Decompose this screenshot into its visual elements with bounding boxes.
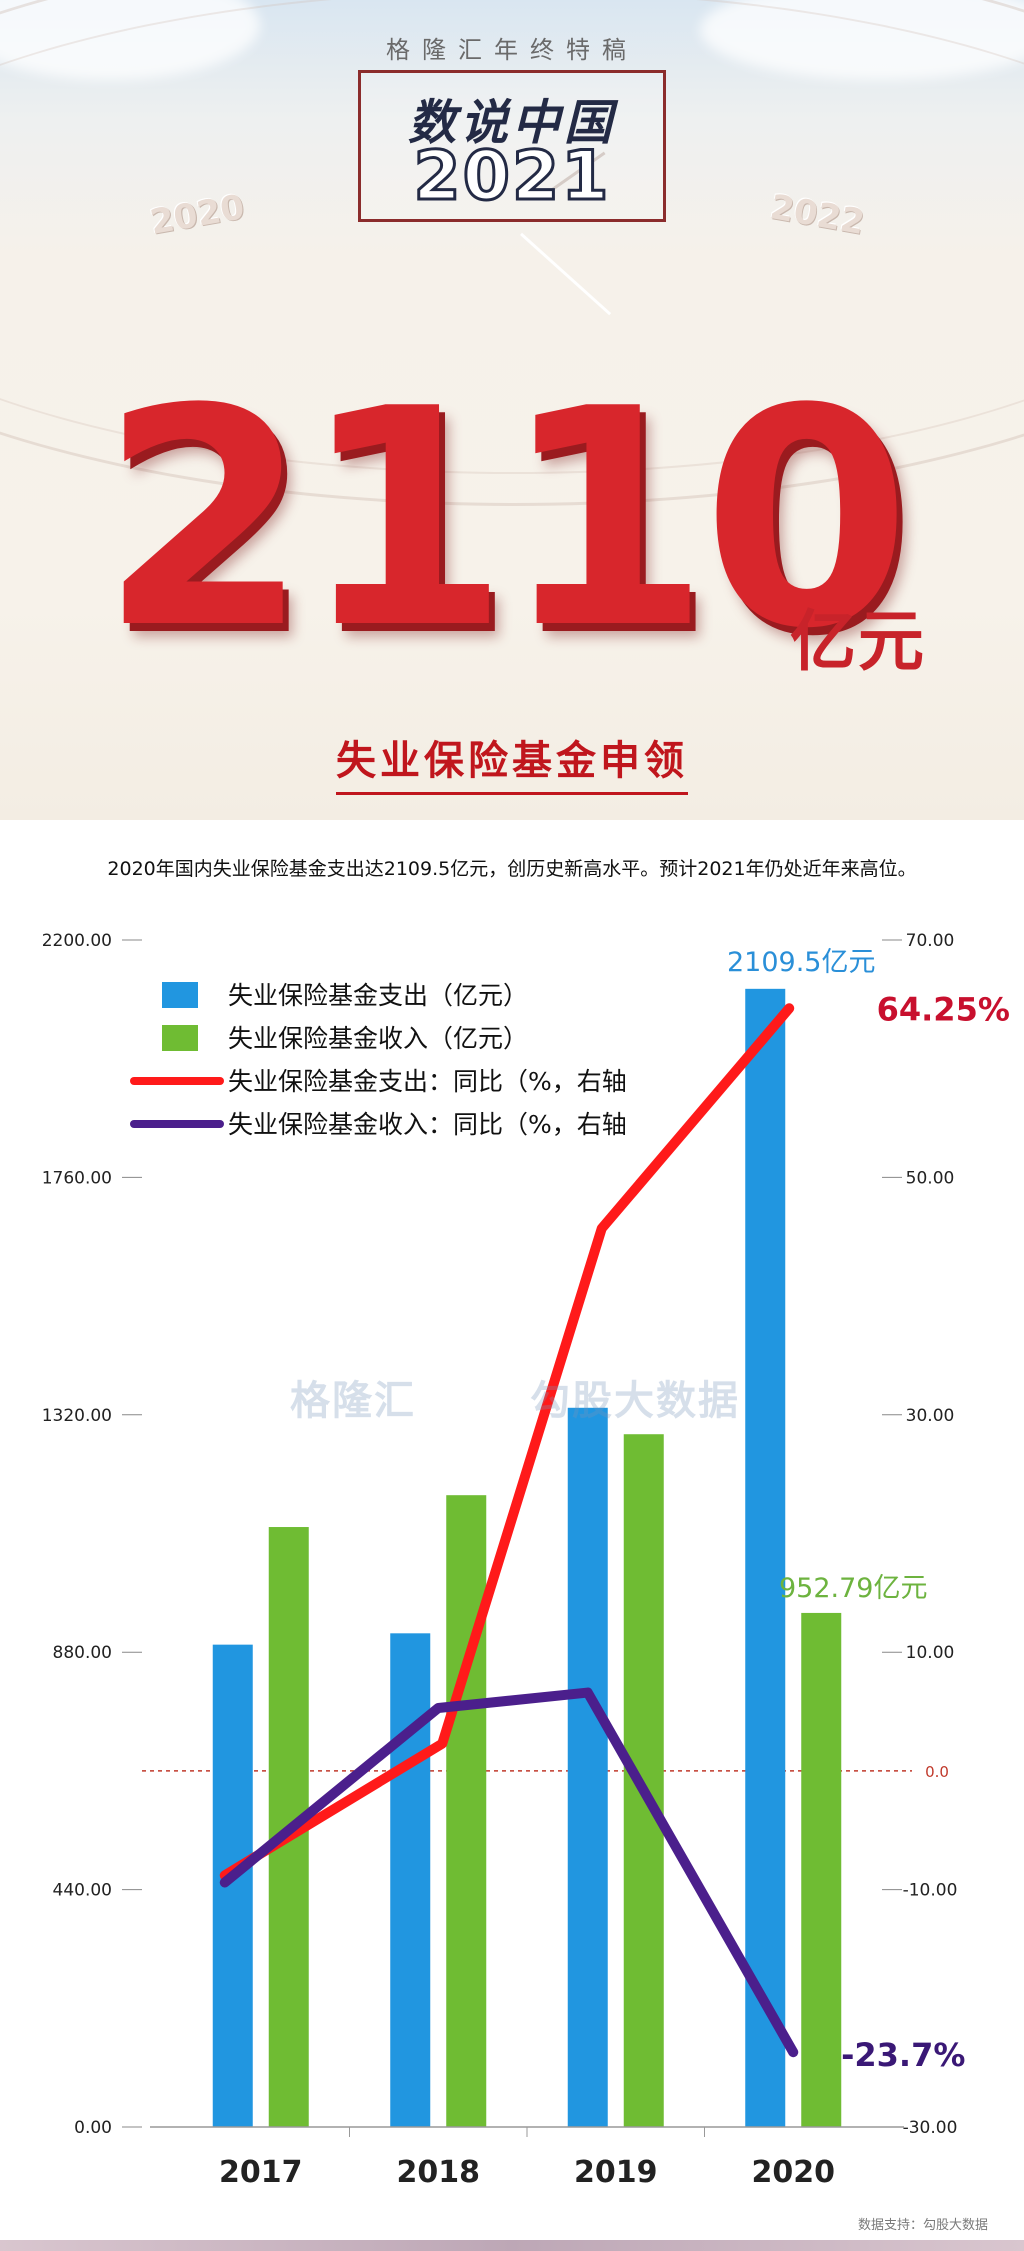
bar-expense <box>567 1407 608 2127</box>
title-badge: 数说中国 2021 <box>358 70 666 222</box>
legend-label: 失业保险基金支出（亿元） <box>228 981 528 1010</box>
x-axis-tick: 2019 <box>574 2155 658 2190</box>
x-axis-tick: 2020 <box>752 2155 836 2190</box>
bar-income <box>446 1495 487 2127</box>
right-axis-tick: 30.00 <box>906 1406 955 1426</box>
badge-year: 2021 <box>412 137 611 216</box>
left-axis-tick: 2200.00 <box>42 931 112 951</box>
legend-label: 失业保险基金收入：同比（%，右轴 <box>228 1110 627 1139</box>
right-axis-tick: 50.00 <box>906 1168 955 1188</box>
line-income-yoy <box>219 1687 799 2058</box>
right-axis-tick: 0.0 <box>925 1763 949 1781</box>
left-axis-tick: 0.00 <box>74 2118 112 2138</box>
legend-swatch-bar <box>162 982 198 1008</box>
headline-subtitle: 失业保险基金申领 <box>0 728 1024 795</box>
chart-panel: 0.00 440.00 880.00 1320.00 1760.00 2200.00 -30… <box>30 900 1014 2210</box>
bar-income-2020-label: 952.79亿元 <box>779 1573 927 1604</box>
bar-income <box>801 1612 842 2127</box>
bar-expense <box>390 1633 431 2127</box>
x-axis-tick: 2018 <box>397 2155 481 2190</box>
legend-swatch-bar <box>162 1025 198 1051</box>
hero-banner: 格隆汇年终特稿 2020 2022 数说中国 2021 2110 亿元 失业保险… <box>0 0 1024 820</box>
x-axis-tick: 2017 <box>219 2155 303 2190</box>
footer-credit: 数据支持：勾股大数据 <box>857 2218 988 2233</box>
chart-note: 2020年国内失业保险基金支出达2109.5亿元，创历史新高水平。预计2021年… <box>107 858 917 880</box>
right-axis-tick: -10.00 <box>903 1881 958 1901</box>
bar-expense <box>212 1644 253 2127</box>
headline-number: 2110 <box>100 345 911 694</box>
right-axis-tick: 70.00 <box>906 931 955 951</box>
legend-label: 失业保险基金支出：同比（%，右轴 <box>228 1067 627 1096</box>
right-axis-tick: 10.00 <box>906 1643 955 1663</box>
bottom-strip <box>0 2240 1024 2251</box>
left-axis-tick: 440.00 <box>53 1881 112 1901</box>
line-income-2020-label: -23.7% <box>841 2036 965 2074</box>
bar-expense-2020-label: 2109.5亿元 <box>727 947 875 978</box>
watermark-logo: 格隆汇 <box>290 1378 416 1424</box>
legend-label: 失业保险基金收入（亿元） <box>228 1024 528 1053</box>
badge-title: 数说中国 <box>407 95 616 151</box>
headline-subtitle-text: 失业保险基金申领 <box>336 728 688 795</box>
left-axis-tick: 1320.00 <box>42 1406 112 1426</box>
bar-expense <box>745 988 786 2127</box>
right-axis-tick: -30.00 <box>903 2118 958 2138</box>
left-axis-tick: 1760.00 <box>42 1168 112 1188</box>
headline-unit: 亿元 <box>790 603 926 680</box>
combo-chart: 0.00 440.00 880.00 1320.00 1760.00 2200.00 -30… <box>42 931 1010 2190</box>
left-axis-tick: 880.00 <box>53 1643 112 1663</box>
watermark-text: 勾股大数据 <box>530 1378 740 1424</box>
line-expense-yoy <box>219 1003 795 1881</box>
header-kicker: 格隆汇年终特稿 <box>386 36 638 64</box>
line-expense-2020-label: 64.25% <box>877 990 1010 1028</box>
